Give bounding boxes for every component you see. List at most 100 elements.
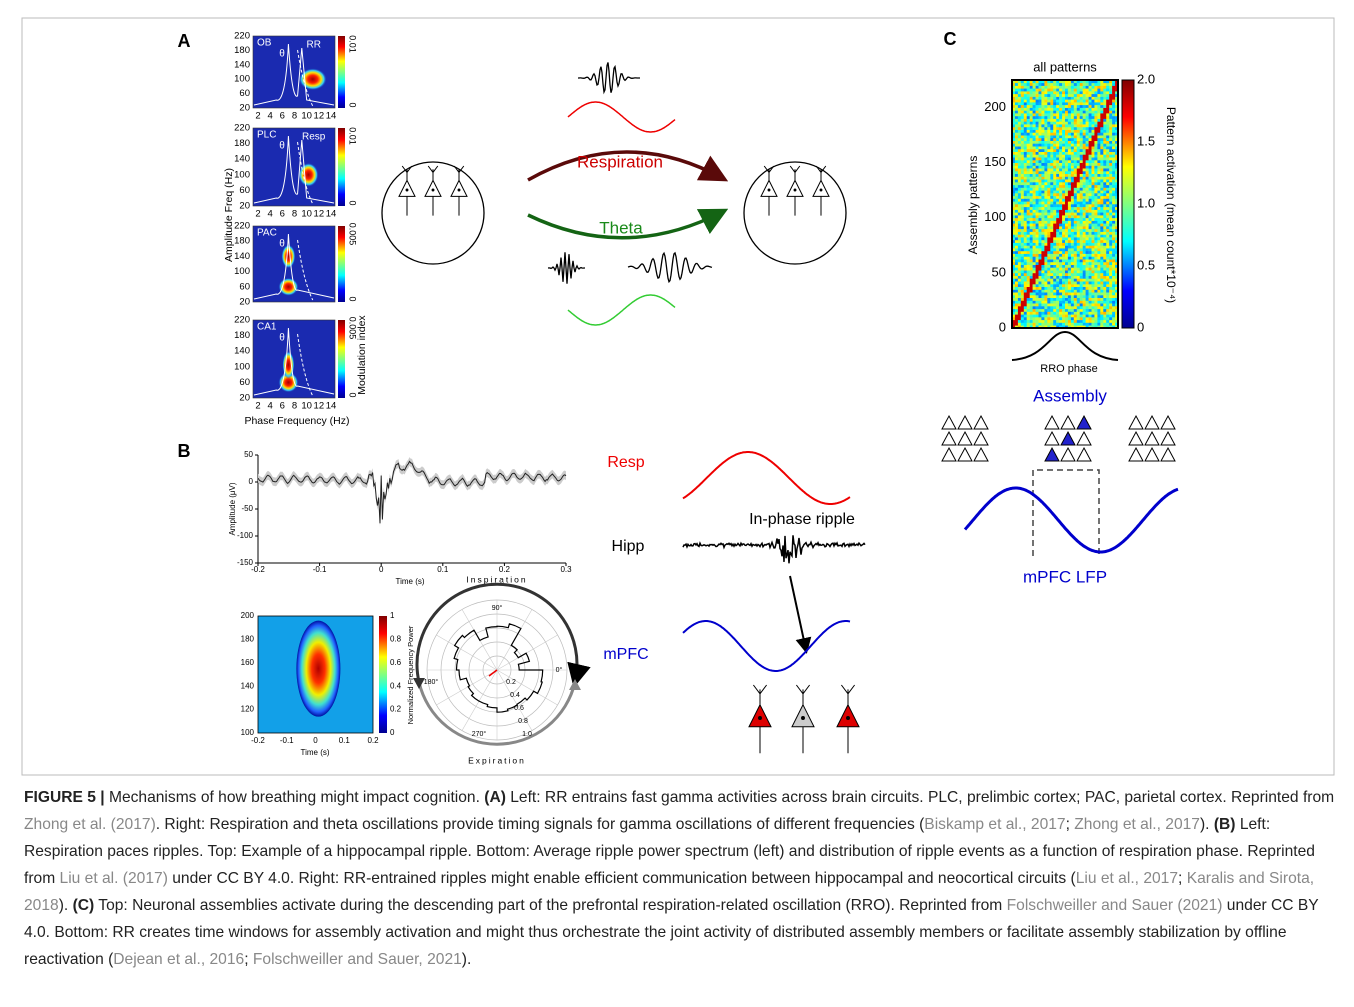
heatmap-cell <box>1106 188 1109 191</box>
heatmap-cell <box>1109 152 1112 155</box>
heatmap-cell <box>1044 273 1047 276</box>
heatmap-cell <box>1083 94 1086 97</box>
heatmap-cell <box>1065 157 1068 160</box>
heatmap-cell <box>1092 138 1095 141</box>
heatmap-cell <box>1109 199 1112 202</box>
heatmap-cell <box>1065 185 1068 188</box>
heatmap-cell <box>1100 185 1103 188</box>
heatmap-cell <box>1050 303 1053 306</box>
heatmap-cell <box>1071 182 1074 185</box>
heatmap-cell <box>1092 97 1095 100</box>
caption-text: ). <box>1200 816 1214 833</box>
heatmap-cell <box>1103 188 1106 191</box>
heatmap-cell <box>1053 127 1056 130</box>
heatmap-cell <box>1036 160 1039 163</box>
label: 120 <box>241 705 255 714</box>
heatmap-cell <box>1036 254 1039 257</box>
heatmap-cell <box>1024 300 1027 303</box>
heatmap-cell <box>1059 171 1062 174</box>
heatmap-cell <box>1089 320 1092 323</box>
heatmap-cell <box>1044 124 1047 127</box>
heatmap-cell <box>1086 149 1089 152</box>
citation-link[interactable]: Folschweiller and Sauer (2021) <box>1007 897 1223 914</box>
heatmap-cell <box>1015 251 1018 254</box>
citation-link[interactable]: Zhong et al. (2017) <box>24 816 156 833</box>
citation-link[interactable]: Liu et al. (2017) <box>60 870 168 887</box>
heatmap-cell <box>1027 314 1030 317</box>
heatmap-cell <box>1015 281 1018 284</box>
heatmap-cell <box>1036 124 1039 127</box>
heatmap-cell <box>1059 210 1062 213</box>
heatmap-cell <box>1086 267 1089 270</box>
citation-link[interactable]: Biskamp et al., 2017 <box>924 816 1065 833</box>
heatmap-cell <box>1106 124 1109 127</box>
heatmap-cell <box>1039 215 1042 218</box>
x-tick-label: 10 <box>301 401 312 412</box>
assembly-neuron <box>1129 432 1143 445</box>
heatmap-cell <box>1089 243 1092 246</box>
heatmap-cell <box>1080 102 1083 105</box>
heatmap-cell <box>1015 221 1018 224</box>
heatmap-cell <box>1047 185 1050 188</box>
heatmap-cell <box>1024 267 1027 270</box>
heatmap-cell <box>1065 240 1068 243</box>
heatmap-cell <box>1056 212 1059 215</box>
heatmap-cell <box>1050 179 1053 182</box>
heatmap-cell <box>1103 108 1106 111</box>
heatmap-cell <box>1074 262 1077 265</box>
heatmap-cell <box>1050 254 1053 257</box>
heatmap-cell <box>1094 256 1097 259</box>
heatmap-cell <box>1103 270 1106 273</box>
heatmap-cell <box>1047 215 1050 218</box>
heatmap-cell <box>1086 154 1089 157</box>
y-tick-label: 140 <box>234 59 250 70</box>
heatmap-cell <box>1039 94 1042 97</box>
heatmap-cell <box>1071 273 1074 276</box>
heatmap-cell <box>1059 276 1062 279</box>
heatmap-cell <box>1112 295 1115 298</box>
heatmap-cell <box>1097 160 1100 163</box>
heatmap-cell <box>1050 130 1053 133</box>
heatmap-cell <box>1100 215 1103 218</box>
heatmap-cell <box>1106 152 1109 155</box>
citation-link[interactable]: Liu et al., 2017 <box>1076 870 1178 887</box>
neuron <box>425 180 441 196</box>
heatmap-cell <box>1080 259 1083 262</box>
heatmap-cell <box>1106 143 1109 146</box>
heatmap-cell <box>1080 215 1083 218</box>
heatmap-cell <box>1041 300 1044 303</box>
heatmap-cell <box>1030 116 1033 119</box>
heatmap-cell <box>1062 152 1065 155</box>
heatmap-cell <box>1044 229 1047 232</box>
heatmap-cell <box>1065 132 1068 135</box>
heatmap-cell <box>1047 179 1050 182</box>
label: PLC <box>257 130 276 141</box>
y-tick-label: 100 <box>234 74 250 85</box>
heatmap-cell <box>1071 295 1074 298</box>
heatmap-cell <box>1103 273 1106 276</box>
heatmap-cell <box>1056 317 1059 320</box>
heatmap-cell <box>1056 245 1059 248</box>
citation-link[interactable]: Dejean et al., 2016 <box>113 951 244 968</box>
heatmap-cell <box>1092 196 1095 199</box>
heatmap-cell <box>1033 102 1036 105</box>
heatmap-cell <box>1036 102 1039 105</box>
heatmap-cell <box>1071 240 1074 243</box>
heatmap-cell <box>1050 306 1053 309</box>
heatmap-cell <box>1021 97 1024 100</box>
heatmap-cell <box>1021 119 1024 122</box>
heatmap-cell <box>1065 317 1068 320</box>
panel-label: C <box>944 29 957 49</box>
heatmap-cell <box>1077 94 1080 97</box>
heatmap-cell <box>1015 298 1018 301</box>
heatmap-cell <box>1015 204 1018 207</box>
heatmap-cell <box>1044 193 1047 196</box>
heatmap-cell <box>1021 278 1024 281</box>
citation-link[interactable]: Zhong et al., 2017 <box>1074 816 1200 833</box>
heatmap-cell <box>1097 270 1100 273</box>
heatmap-cell <box>1071 265 1074 268</box>
citation-link[interactable]: Folschweiller and Sauer, 2021 <box>253 951 462 968</box>
heatmap-cell <box>1103 196 1106 199</box>
heatmap-cell <box>1056 262 1059 265</box>
heatmap-cell <box>1106 160 1109 163</box>
